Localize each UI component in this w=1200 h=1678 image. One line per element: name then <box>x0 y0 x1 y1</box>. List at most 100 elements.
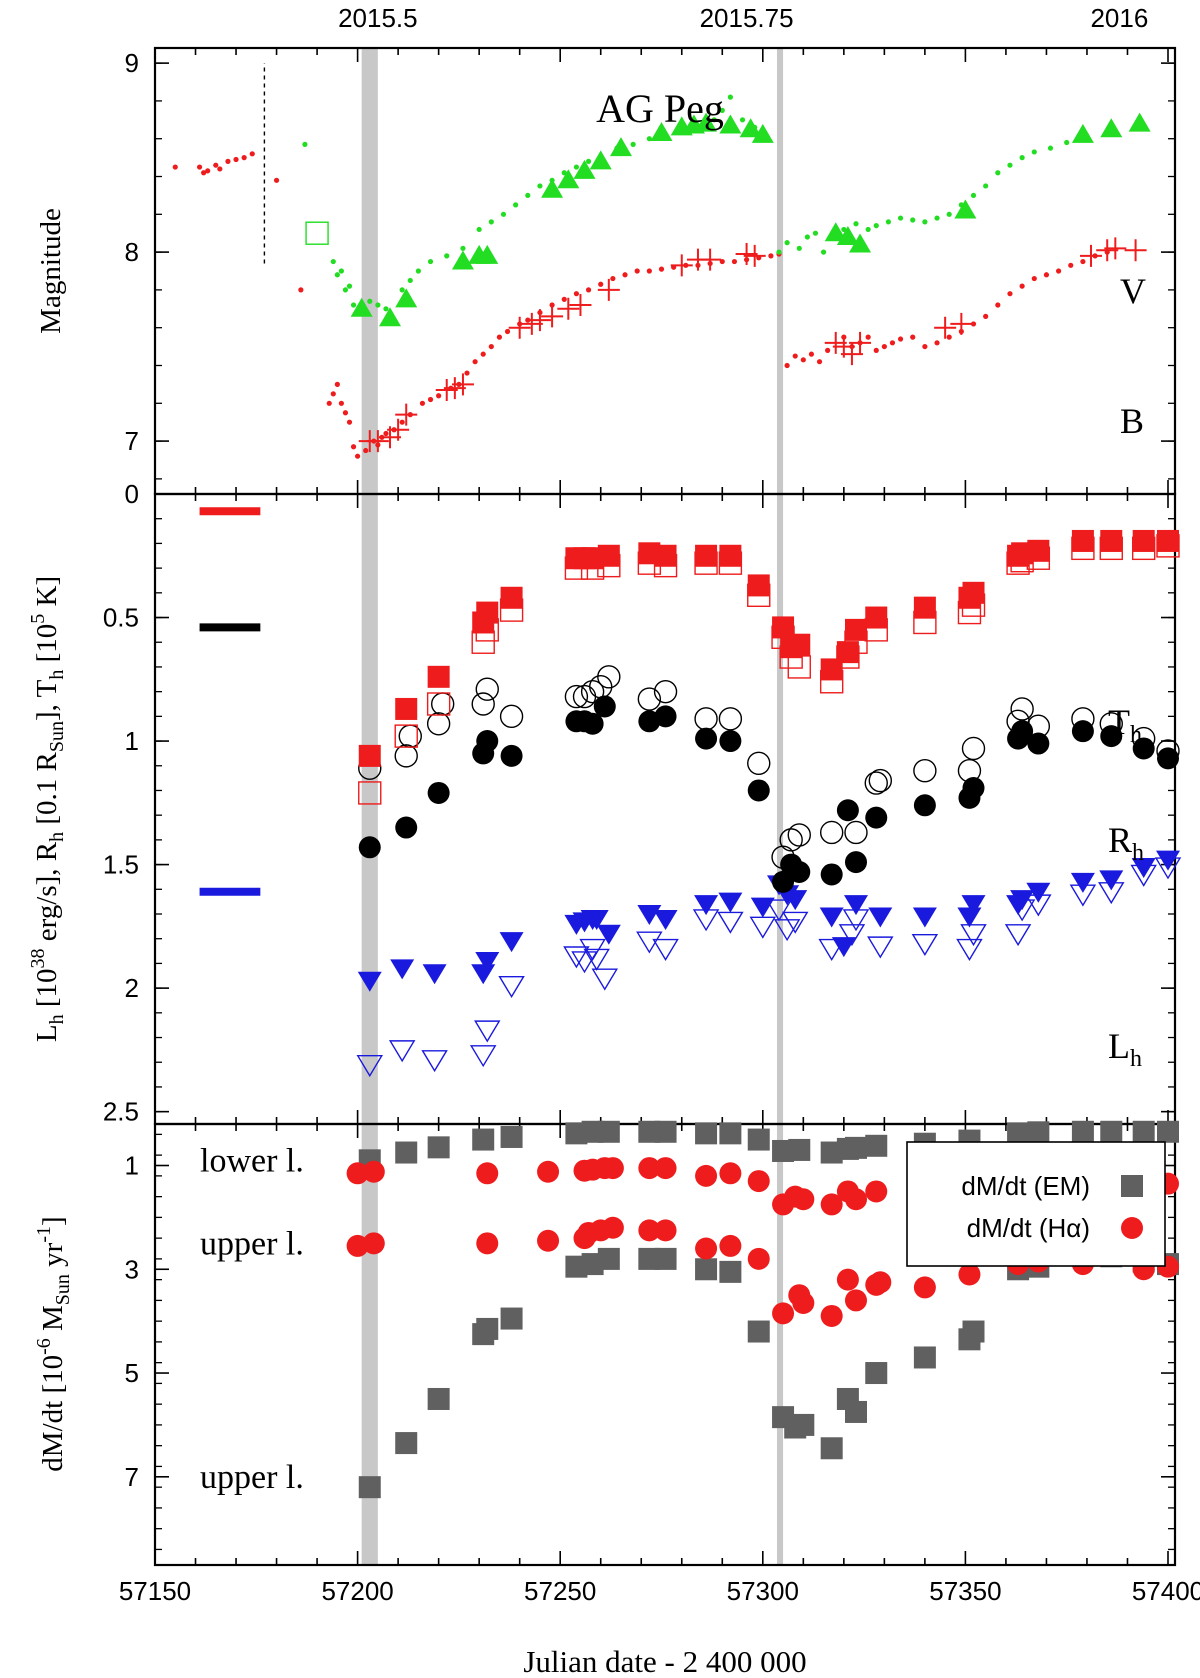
point-v-crosses- <box>670 254 693 277</box>
point-v <box>201 170 207 176</box>
point-v <box>768 253 774 259</box>
point-b <box>784 240 790 246</box>
axis-ticks <box>154 48 1175 1565</box>
point-r-h-open <box>394 744 418 768</box>
point-v-crosses- <box>508 316 531 339</box>
point-v-crosses- <box>557 297 580 320</box>
point-v <box>816 359 823 365</box>
point-l-h <box>836 641 859 664</box>
series-label-lh: Lh <box>1108 1026 1142 1072</box>
point-t-h <box>843 895 868 916</box>
point-b <box>804 234 810 240</box>
point-l-h <box>654 544 677 567</box>
point-b <box>537 183 543 189</box>
point-l-h <box>597 544 620 567</box>
point-dm-dt-em- <box>500 1307 523 1330</box>
point-v <box>808 351 815 357</box>
point-r-h-open <box>961 736 986 761</box>
point-b <box>407 277 413 284</box>
point-t-h <box>1099 870 1124 891</box>
point-b <box>338 268 344 274</box>
point-b <box>910 217 916 223</box>
point-v <box>363 447 369 454</box>
point-r-h-open <box>499 704 524 729</box>
x-tick-label: 57250 <box>524 1576 596 1606</box>
point-dm-dt-em- <box>865 1134 888 1157</box>
point-r-h <box>865 806 888 829</box>
point-t-h <box>819 907 844 928</box>
point-b-triangles- <box>350 297 373 317</box>
point-t-h-open <box>765 899 793 922</box>
point-t-h-open <box>717 911 744 934</box>
point-dm-dt-h- <box>719 1234 742 1257</box>
point-t-h <box>961 895 986 916</box>
point-v <box>464 370 470 376</box>
point-b <box>1007 162 1013 168</box>
point-t-h-open <box>956 938 983 961</box>
point-dm-dt-h- <box>362 1160 385 1183</box>
point-b-triangles- <box>739 118 762 138</box>
point-r-h-open <box>1010 697 1034 721</box>
point-dm-dt-h- <box>865 1180 888 1203</box>
point-t-h <box>653 909 678 930</box>
point-b <box>573 164 580 170</box>
point-t-h <box>868 907 893 928</box>
point-b <box>1064 139 1070 146</box>
point-v <box>172 164 178 170</box>
point-b <box>500 211 507 217</box>
point-r-h <box>427 781 450 804</box>
point-v <box>334 381 340 387</box>
point-v-crosses- <box>451 373 474 396</box>
point-v <box>881 343 887 350</box>
point-t-h <box>694 895 719 916</box>
point-dm-dt-em- <box>395 1432 418 1455</box>
point-l-h <box>962 581 985 604</box>
point-v <box>1031 275 1037 282</box>
point-v <box>346 419 353 425</box>
point-b-triangles- <box>1071 123 1094 143</box>
point-v <box>205 168 211 174</box>
top-tick-label: 2015.5 <box>338 3 418 33</box>
point-r-h <box>1157 747 1179 770</box>
point-t-h-open <box>818 938 845 961</box>
point-r-h-open <box>653 679 678 704</box>
point-b <box>444 253 450 259</box>
point-b-triangles- <box>695 112 718 132</box>
point-b <box>995 170 1001 176</box>
point-b <box>646 136 652 142</box>
point-dm-dt-h- <box>654 1219 677 1242</box>
x-tick-label: 57350 <box>929 1576 1001 1606</box>
point-v-crosses- <box>387 418 410 441</box>
point-b-triangles- <box>573 159 596 179</box>
top-tick-label: 2015.75 <box>700 3 794 33</box>
point-l-h <box>395 697 418 720</box>
point-v-crosses- <box>528 309 551 332</box>
point-dm-dt-h- <box>695 1237 718 1260</box>
point-r-h <box>654 705 677 728</box>
point-t-h-open <box>781 911 809 934</box>
y-axis-label-mass-loss: dM/dt [10-6 MSun yr-1] <box>33 1216 74 1471</box>
point-dm-dt-em- <box>395 1141 418 1164</box>
point-l-h <box>865 606 888 629</box>
point-b <box>820 249 827 255</box>
point-l-h <box>476 601 499 624</box>
point-r-h-open <box>597 665 621 689</box>
point-v <box>873 347 879 353</box>
point-b <box>711 117 717 123</box>
point-t-h-open <box>421 1050 448 1073</box>
point-dm-dt-h- <box>958 1263 981 1286</box>
y-tick-label: 5 <box>125 1358 139 1388</box>
point-dm-dt-h- <box>362 1232 385 1255</box>
point-v-crosses- <box>840 343 863 366</box>
point-r-h-open <box>864 771 888 795</box>
annotation-label: upper l. <box>200 1459 304 1496</box>
point-b-triangles- <box>557 169 580 189</box>
point-l-h <box>747 574 770 597</box>
point-l-h-open <box>358 781 382 805</box>
point-t-h <box>831 937 856 958</box>
point-r-h-open <box>398 724 422 748</box>
point-r-h <box>747 779 770 802</box>
point-v <box>488 343 494 350</box>
point-r-h <box>962 777 985 799</box>
point-r-h <box>593 695 616 718</box>
